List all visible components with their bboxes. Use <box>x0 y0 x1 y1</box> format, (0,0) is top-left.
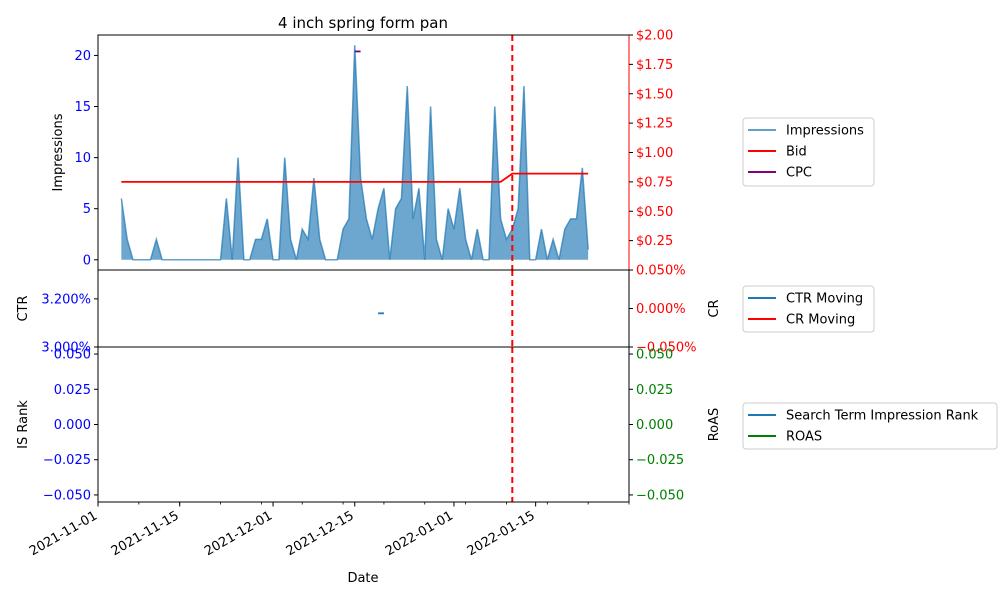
left-tick-label: 0.025 <box>54 383 91 398</box>
right-axis-label: CR <box>707 299 722 317</box>
right-tick-label: $2.00 <box>636 29 673 44</box>
panel-frame <box>97 269 630 348</box>
x-tick-label: 2021-11-01 <box>27 508 100 559</box>
panel-frame <box>97 346 630 503</box>
x-tick-label: 2021-12-15 <box>284 508 357 559</box>
right-tick-label: $0.50 <box>636 205 673 220</box>
left-tick-label: 20 <box>74 49 91 64</box>
legend-bottom: Search Term Impression Rank ROAS <box>742 402 998 450</box>
right-tick-label: $1.50 <box>636 87 673 102</box>
x-axis-label: Date <box>347 571 378 586</box>
legend-top: Impressions Bid CPC <box>742 117 875 187</box>
plot-layer: 0 5 10 15 20 $0.25 $0.50 $0.75 $1.00 $1.25 $1.50 $1… <box>16 29 722 560</box>
left-tick-label: −0.050 <box>43 488 91 503</box>
right-tick-label: $1.75 <box>636 58 673 73</box>
right-tick-label: 0.050 <box>636 348 673 363</box>
left-tick-label: 0.050 <box>54 348 91 363</box>
left-tick-label: 15 <box>74 100 91 115</box>
x-tick-label: 2021-12-01 <box>202 508 275 559</box>
right-tick-label: 0.000 <box>636 418 673 433</box>
left-tick-label: −0.025 <box>43 453 91 468</box>
panel-middle: 3.000% 3.200% −0.050% 0.000% 0.050% CTR CR <box>16 264 722 356</box>
x-tick-label: 2021-11-15 <box>109 508 182 559</box>
legend-middle: CTR Moving CR Moving <box>742 285 875 333</box>
left-axis-label: IS Rank <box>16 400 31 449</box>
left-axis-label: Impressions <box>51 113 66 191</box>
chart-title: 4 inch spring form pan <box>278 14 448 32</box>
legend-layer: Impressions Bid CPC CTR Moving CR Moving Sear… <box>742 117 998 450</box>
left-tick-label: 10 <box>74 151 91 166</box>
left-tick-label: 0.000 <box>54 418 91 433</box>
right-tick-label: 0.000% <box>636 302 686 317</box>
left-tick-label: 3.200% <box>41 292 91 307</box>
right-axis-label: RoAS <box>707 408 722 442</box>
right-tick-label: −0.025 <box>636 453 684 468</box>
x-tick-label: 2022-01-15 <box>465 508 538 559</box>
legend-box <box>742 117 875 187</box>
panel-bottom: −0.050 −0.025 0.000 0.025 0.050 −0.050 −0.025 0… <box>16 346 722 503</box>
left-axis-label: CTR <box>16 295 31 321</box>
legend-label: Impressions <box>786 124 864 139</box>
x-tick-label: 2022-01-01 <box>383 508 456 559</box>
right-tick-label: 0.025 <box>636 383 673 398</box>
panel-top: 0 5 10 15 20 $0.25 $0.50 $0.75 $1.00 $1.25 $1.50 $1… <box>51 29 673 271</box>
right-tick-label: −0.050% <box>636 341 696 356</box>
legend-label: Bid <box>786 145 807 160</box>
x-axis: 2021-11-01 2021-11-15 2021-12-01 2021-12-15… <box>27 502 630 559</box>
left-tick-label: 5 <box>83 202 91 217</box>
right-tick-label: 0.050% <box>636 264 686 279</box>
right-tick-label: $0.75 <box>636 175 673 190</box>
left-tick-label: 0 <box>83 253 91 268</box>
impressions-area <box>121 45 589 260</box>
right-tick-label: $1.00 <box>636 146 673 161</box>
legend-label: CR Moving <box>786 313 855 328</box>
legend-label: CTR Moving <box>786 292 863 307</box>
legend-label: CPC <box>786 166 812 181</box>
right-tick-label: $1.25 <box>636 117 673 132</box>
bid-line <box>121 172 589 183</box>
right-tick-label: −0.050 <box>636 488 684 503</box>
legend-label: Search Term Impression Rank <box>786 409 979 424</box>
legend-label: ROAS <box>786 430 822 445</box>
right-tick-label: $0.25 <box>636 234 673 249</box>
left-tick-label: 3.000% <box>41 341 91 356</box>
impressions-line <box>120 45 589 261</box>
legend-box <box>742 402 998 450</box>
